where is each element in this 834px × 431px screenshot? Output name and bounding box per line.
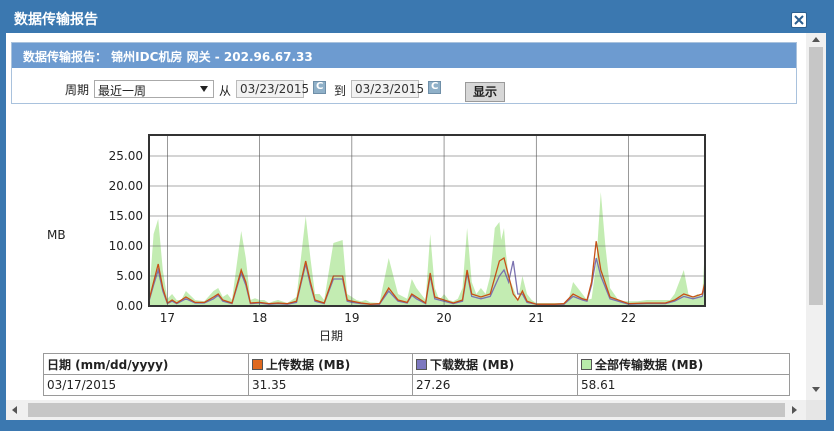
x-tick-label: 21 (529, 311, 544, 325)
total-series-area (149, 192, 705, 306)
period-label: 周期 (65, 83, 90, 97)
show-button[interactable]: 显示 (465, 82, 505, 102)
y-tick-label: 15.00 (109, 209, 143, 223)
panel-header: 数据传输报告： 锦州IDC机房 网关 - 202.96.67.33 (12, 43, 796, 68)
from-date-value: 03/23/2015 (240, 82, 310, 96)
header-download: 下载数据 (MB) (412, 353, 578, 375)
x-tick-label: 20 (436, 311, 451, 325)
plot-border (148, 134, 706, 307)
scroll-up-icon[interactable] (812, 37, 820, 42)
from-calendar-icon[interactable]: C (313, 81, 326, 94)
download-swatch (416, 358, 427, 370)
dialog-content: 数据传输报告： 锦州IDC机房 网关 - 202.96.67.33 周期 最近一… (6, 33, 806, 400)
x-tick-label: 22 (621, 311, 636, 325)
to-calendar-icon[interactable]: C (428, 81, 441, 94)
panel-title: 数据传输报告： 锦州IDC机房 网关 - 202.96.67.33 (23, 50, 313, 64)
total-swatch (581, 358, 592, 370)
horizontal-scrollbar[interactable] (6, 400, 806, 420)
horizontal-scroll-thumb[interactable] (28, 403, 785, 417)
scroll-left-icon[interactable] (12, 406, 17, 414)
y-tick-label: 0.00 (116, 299, 143, 313)
x-tick-label: 19 (344, 311, 359, 325)
table-row: 03/17/2015 31.35 27.26 58.61 (43, 374, 790, 396)
cell-total: 58.61 (577, 374, 790, 396)
x-tick-label: 18 (252, 311, 267, 325)
y-tick-label: 20.00 (109, 179, 143, 193)
y-tick-label: 25.00 (109, 149, 143, 163)
dialog-titlebar[interactable]: 数据传输报告 (0, 0, 834, 34)
scroll-right-icon[interactable] (792, 406, 797, 414)
to-label: 到 (334, 84, 347, 98)
upload-swatch (252, 358, 263, 370)
header-upload: 上传数据 (MB) (248, 353, 413, 375)
x-tick-label: 17 (160, 311, 175, 325)
close-button[interactable] (791, 12, 807, 28)
close-icon (794, 15, 804, 25)
vertical-scrollbar[interactable] (806, 33, 826, 400)
table-header-row: 日期 (mm/dd/yyyy) 上传数据 (MB) 下载数据 (MB) 全部传输… (43, 353, 790, 375)
y-tick-label: 5.00 (116, 269, 143, 283)
y-axis-label: MB (47, 228, 66, 242)
cell-upload: 31.35 (248, 374, 413, 396)
from-label: 从 (219, 84, 232, 98)
report-panel: 数据传输报告： 锦州IDC机房 网关 - 202.96.67.33 周期 最近一… (11, 42, 797, 104)
period-select[interactable]: 最近一周 (94, 80, 214, 98)
transfer-chart: 0.00 5.00 10.00 15.00 20.00 25.00 17 18 19 20 21 22… (6, 129, 806, 349)
period-select-value: 最近一周 (98, 84, 147, 98)
filter-bar: 周期 最近一周 从 03/23/2015 C 到 03/23/2015 C 显示 (12, 69, 796, 103)
data-table: 日期 (mm/dd/yyyy) 上传数据 (MB) 下载数据 (MB) 全部传输… (43, 353, 790, 396)
from-date-input[interactable]: 03/23/2015 (236, 80, 309, 98)
to-date-input[interactable]: 03/23/2015 (351, 80, 424, 98)
upload-series-line (148, 241, 706, 305)
cell-download: 27.26 (412, 374, 578, 396)
x-axis-label: 日期 (319, 329, 344, 343)
scroll-corner (806, 400, 826, 420)
header-date: 日期 (mm/dd/yyyy) (43, 353, 249, 375)
scroll-down-icon[interactable] (812, 387, 820, 392)
header-total: 全部传输数据 (MB) (577, 353, 790, 375)
vertical-scroll-thumb[interactable] (809, 47, 823, 305)
cell-date: 03/17/2015 (43, 374, 249, 396)
chevron-down-icon (200, 86, 208, 92)
y-tick-label: 10.00 (109, 239, 143, 253)
to-date-value: 03/23/2015 (355, 82, 425, 96)
chart-svg: 0.00 5.00 10.00 15.00 20.00 25.00 17 18 19 20 21 22 (109, 134, 706, 325)
dialog-title: 数据传输报告 (14, 12, 98, 28)
